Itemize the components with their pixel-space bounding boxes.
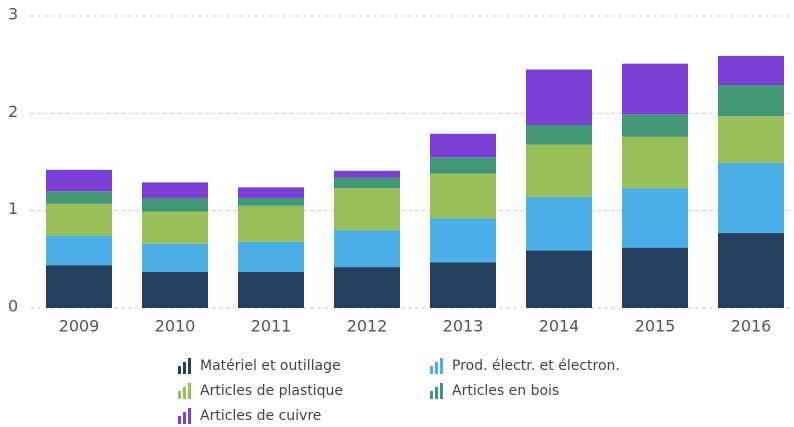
legend-icon bbox=[188, 358, 191, 374]
legend-icon bbox=[183, 362, 186, 374]
bar-segment bbox=[142, 182, 208, 199]
legend-icon bbox=[188, 383, 191, 399]
bar-segment bbox=[334, 230, 400, 268]
bar-segment bbox=[142, 243, 208, 272]
bar-segment bbox=[142, 198, 208, 212]
bar-segment bbox=[718, 55, 784, 86]
x-tick-label: 2013 bbox=[443, 317, 484, 336]
legend-icon bbox=[178, 366, 181, 374]
bar-segment bbox=[430, 173, 496, 219]
bar-segment bbox=[526, 125, 592, 145]
y-tick-label: 3 bbox=[8, 5, 18, 24]
y-tick-label: 0 bbox=[8, 297, 18, 316]
legend-label: Prod. électr. et électron. bbox=[452, 358, 620, 374]
legend-icon bbox=[430, 391, 433, 399]
bar-segment bbox=[46, 169, 112, 192]
x-tick-label: 2012 bbox=[347, 317, 388, 336]
y-tick-label: 2 bbox=[8, 102, 18, 121]
legend-icon bbox=[440, 358, 443, 374]
bar-segment bbox=[46, 203, 112, 236]
bar-segment bbox=[238, 187, 304, 199]
bar-segment bbox=[334, 177, 400, 189]
x-tick-label: 2010 bbox=[155, 317, 196, 336]
legend-icon bbox=[183, 412, 186, 424]
bar-segment bbox=[526, 197, 592, 251]
bar-segment bbox=[526, 69, 592, 126]
bar-segment bbox=[238, 198, 304, 206]
bar-segment bbox=[142, 271, 208, 308]
bar-segment bbox=[334, 267, 400, 308]
x-tick-label: 2015 bbox=[635, 317, 676, 336]
legend-icon bbox=[440, 383, 443, 399]
legend-label: Matériel et outillage bbox=[200, 358, 341, 374]
x-tick-label: 2009 bbox=[59, 317, 100, 336]
bar-segment bbox=[238, 271, 304, 308]
legend-icon bbox=[430, 366, 433, 374]
legend-icon bbox=[183, 387, 186, 399]
y-tick-label: 1 bbox=[8, 199, 18, 218]
bar-segment bbox=[622, 136, 688, 189]
legend-label: Articles de plastique bbox=[200, 383, 343, 399]
legend-icon bbox=[435, 387, 438, 399]
legend-label: Articles en bois bbox=[452, 383, 559, 399]
bar-segment bbox=[430, 157, 496, 174]
legend-icon bbox=[178, 391, 181, 399]
legend-icon bbox=[188, 408, 191, 424]
bar-segment bbox=[718, 233, 784, 308]
bar-segment bbox=[46, 235, 112, 266]
bar-segment bbox=[622, 247, 688, 308]
bar-segment bbox=[718, 116, 784, 163]
bar-segment bbox=[622, 188, 688, 248]
bar-segment bbox=[430, 133, 496, 158]
bar-segment bbox=[46, 191, 112, 204]
x-tick-label: 2011 bbox=[251, 317, 292, 336]
bar-segment bbox=[526, 250, 592, 308]
bar-segment bbox=[430, 262, 496, 308]
x-tick-label: 2014 bbox=[539, 317, 580, 336]
bar-segment bbox=[430, 218, 496, 263]
bar-segment bbox=[238, 205, 304, 242]
x-tick-label: 2016 bbox=[731, 317, 772, 336]
bar-segment bbox=[718, 85, 784, 117]
bar-segment bbox=[334, 188, 400, 231]
bar-segment bbox=[142, 211, 208, 244]
bar-segment bbox=[622, 63, 688, 115]
legend-icon bbox=[178, 416, 181, 424]
legend-icon bbox=[435, 362, 438, 374]
bar-segment bbox=[526, 144, 592, 198]
bar-segment bbox=[718, 162, 784, 234]
bar-segment bbox=[238, 241, 304, 272]
bar-segment bbox=[334, 170, 400, 178]
legend-label: Articles de cuivre bbox=[200, 408, 321, 424]
bar-segment bbox=[46, 265, 112, 308]
bar-segment bbox=[622, 114, 688, 137]
